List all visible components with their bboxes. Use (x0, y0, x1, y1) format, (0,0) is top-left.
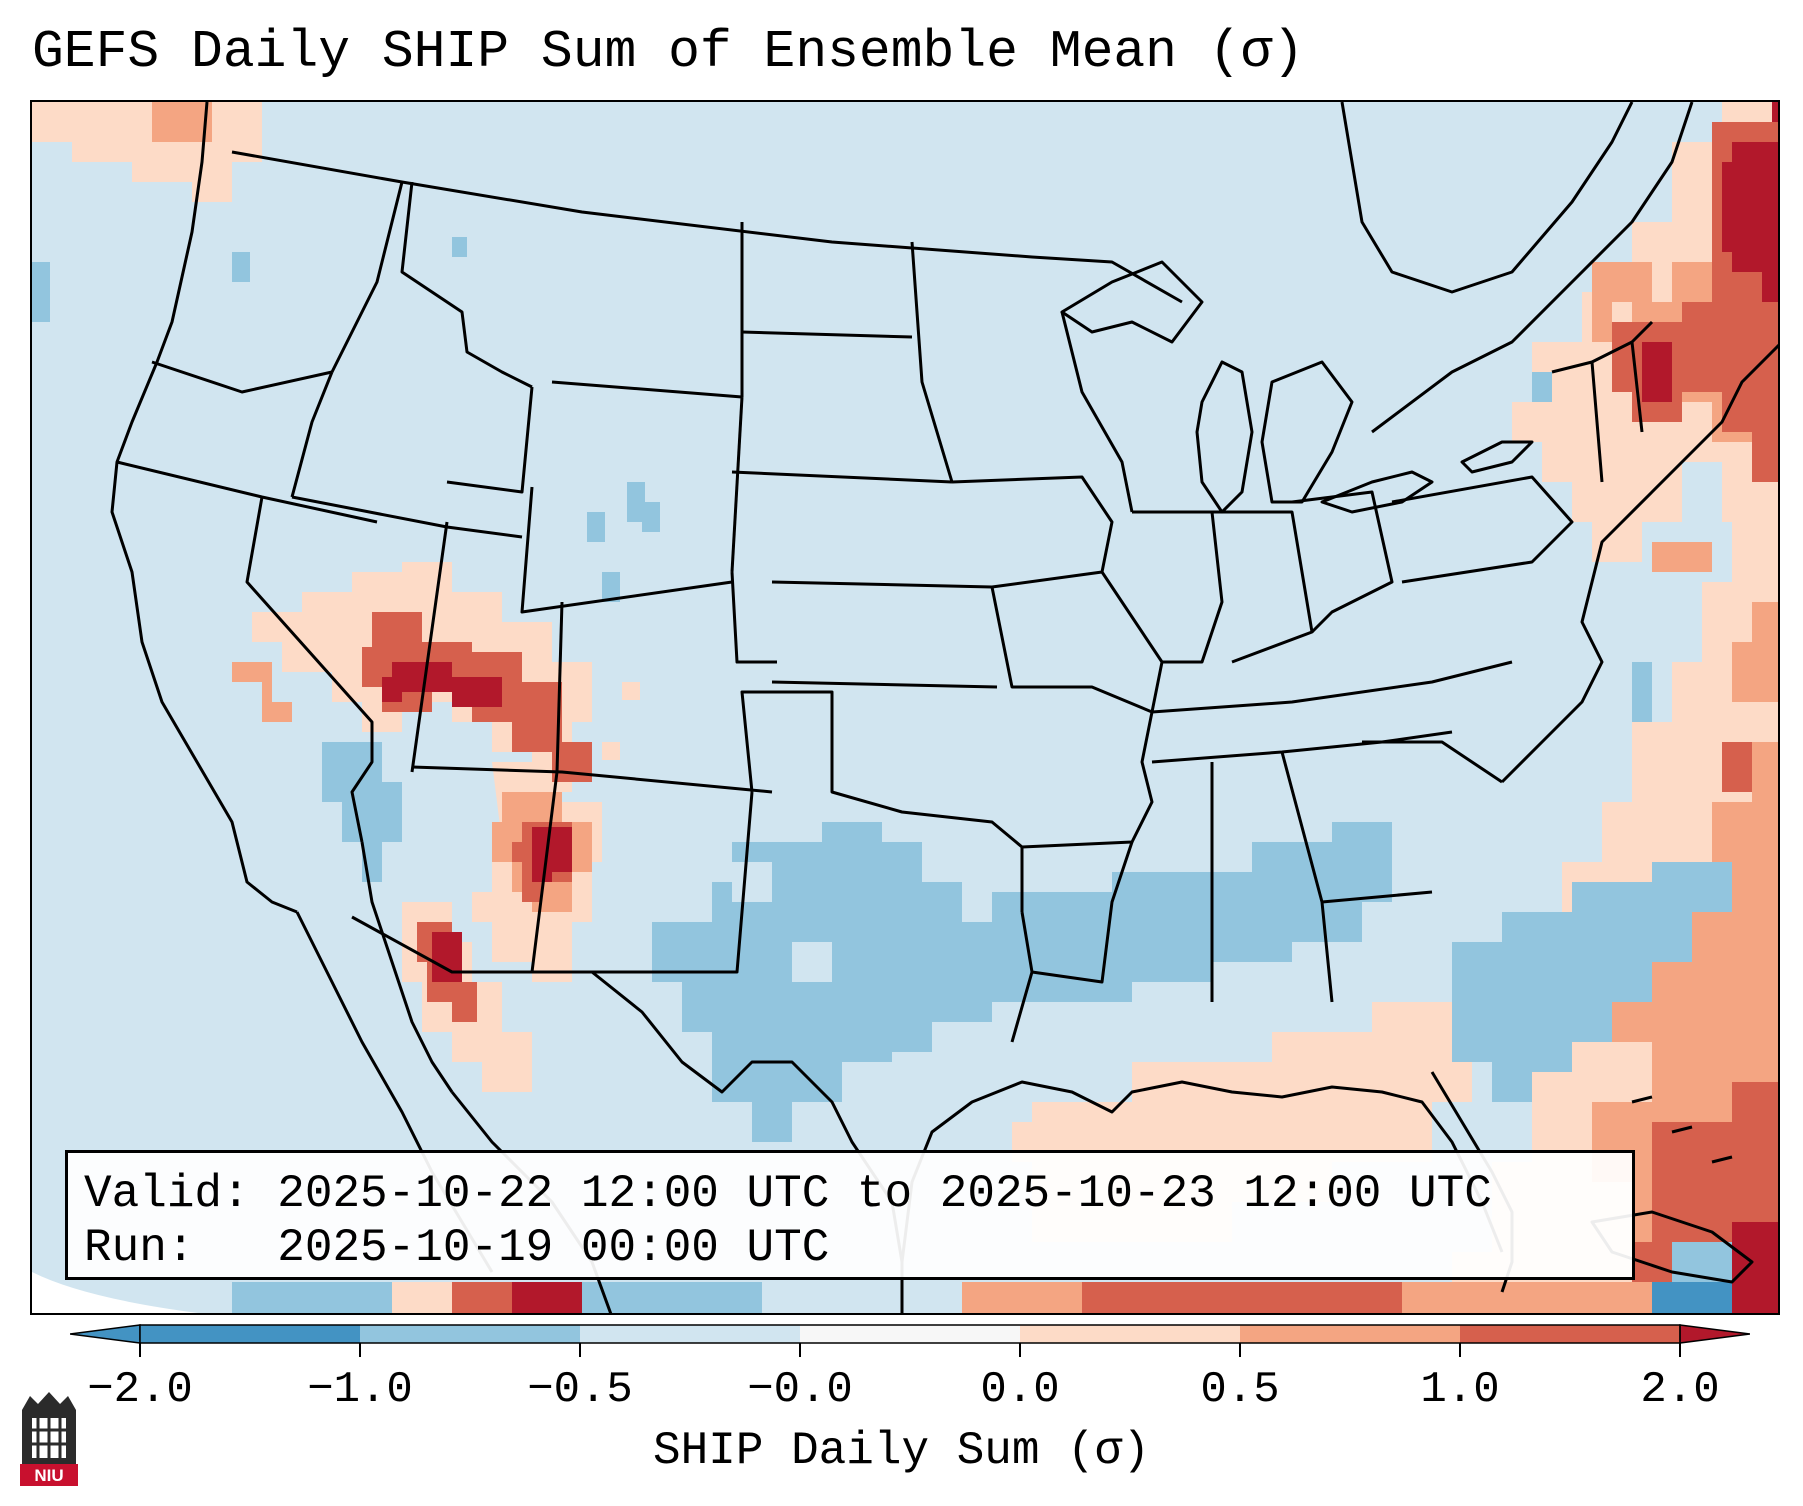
colorbar-segment (1240, 1325, 1460, 1343)
colorbar-title: SHIP Daily Sum (σ) (653, 1425, 1150, 1477)
colorbar-segment (580, 1325, 800, 1343)
colorbar-segment (800, 1325, 1020, 1343)
colorbar-extend-high (1679, 1324, 1750, 1344)
colorbar-segment (1020, 1325, 1240, 1343)
colorbar-tick-label: −1.0 (307, 1365, 413, 1415)
colorbar-segment (1460, 1325, 1680, 1343)
map-panel (30, 100, 1780, 1315)
colorbar-ticks (139, 1343, 1681, 1357)
anomaly-field (32, 102, 1778, 1313)
colorbar-tick-label: 0.5 (1200, 1365, 1280, 1415)
colorbar-segment (360, 1325, 580, 1343)
colorbar-segments (70, 1324, 1750, 1344)
niu-logo: NIU (20, 1392, 78, 1486)
colorbar-extend-low (70, 1324, 141, 1344)
colorbar-outline (139, 1324, 1681, 1344)
map-title: GEFS Daily SHIP Sum of Ensemble Mean (σ) (32, 22, 1305, 82)
projection-edge (32, 1272, 199, 1313)
colorbar-tick-label: 0.0 (980, 1365, 1060, 1415)
colorbar-tick-label: 2.0 (1640, 1365, 1720, 1415)
colorbar-tick-label: 1.0 (1420, 1365, 1500, 1415)
valid-run-info-box: Valid: 2025-10-22 12:00 UTC to 2025-10-2… (65, 1150, 1635, 1280)
valid-time-text: Valid: 2025-10-22 12:00 UTC to 2025-10-2… (84, 1168, 1492, 1220)
colorbar-segment (140, 1325, 360, 1343)
state-boundaries (110, 102, 1778, 1313)
colorbar (70, 1324, 1750, 1357)
map-background (32, 102, 1778, 1313)
colorbar-tick-label: −2.0 (87, 1365, 193, 1415)
colorbar-tick-label: −0.0 (747, 1365, 853, 1415)
colorbar-tick-label: −0.5 (527, 1365, 633, 1415)
niu-logo-text: NIU (34, 1466, 63, 1485)
run-time-text: Run: 2025-10-19 00:00 UTC (84, 1222, 830, 1274)
map-canvas (32, 102, 1778, 1313)
